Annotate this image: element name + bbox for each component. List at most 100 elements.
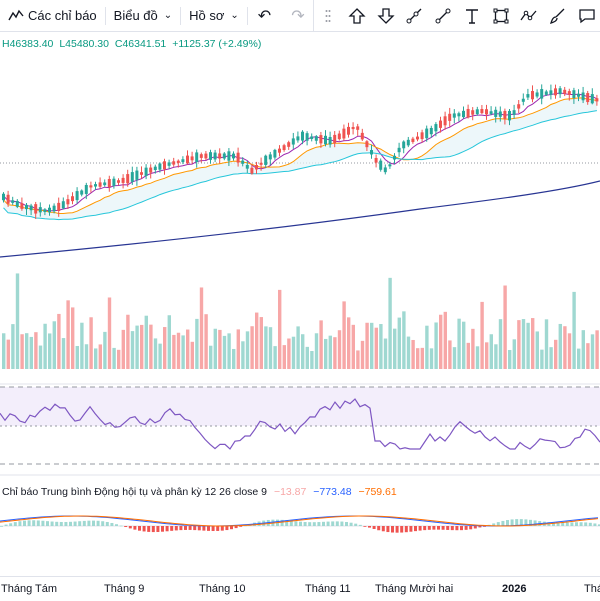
callout-tool[interactable] [572, 0, 600, 31]
macd-histogram-bar [450, 526, 454, 531]
volume-bar [540, 349, 544, 369]
candle-body [347, 126, 350, 135]
macd-histogram-bar [552, 522, 555, 526]
arrow-up-tool[interactable] [343, 0, 372, 31]
macd-histogram-bar [510, 519, 514, 526]
volume-bar [121, 329, 125, 369]
macd-histogram-bar [400, 526, 404, 533]
ohlc-legend: H46383.40 L45480.30 C46341.51 +1125.37 (… [2, 38, 264, 50]
drag-handle[interactable] [314, 0, 343, 31]
volume-bar [57, 313, 61, 369]
candle-body [98, 182, 102, 187]
arrow-down-tool[interactable] [371, 0, 400, 31]
macd-histogram-bar [455, 526, 459, 531]
chart-type-button[interactable]: Biểu đồ ⌄ [106, 0, 180, 31]
time-axis-label: 2026 [502, 583, 527, 595]
macd-histogram-bar [220, 526, 224, 531]
volume-bar [328, 335, 332, 369]
macd-histogram-bar [386, 526, 390, 533]
macd-histogram-bar [391, 526, 394, 533]
candle-body [466, 108, 470, 118]
candle-body [190, 156, 194, 161]
macd-histogram-bar [101, 521, 105, 526]
volume-bar [567, 333, 572, 369]
candle-body [540, 89, 544, 99]
candle-body [420, 132, 424, 140]
indicators-button[interactable]: Các chỉ báo [0, 0, 105, 31]
candle-body [365, 141, 369, 148]
volume-bar [232, 348, 236, 369]
macd-histogram-bar [115, 524, 118, 526]
macd-signal-value: −759.61 [358, 486, 397, 498]
candle-body [544, 91, 548, 95]
volume-bar [25, 333, 29, 369]
redo-button[interactable]: ↷ [281, 0, 314, 31]
macd-histogram-bar [0, 526, 3, 527]
candle-body [20, 203, 24, 209]
candle-body [526, 94, 530, 98]
volume-bar [287, 338, 291, 369]
candle-body [554, 88, 557, 96]
volume-bar [480, 301, 484, 369]
volume-bar [144, 315, 148, 369]
macd-histogram-bar [515, 519, 519, 526]
macd-histogram-bar [36, 520, 40, 526]
candle-body [236, 152, 240, 163]
macd-histogram-bar [414, 526, 417, 532]
candle-body [494, 109, 498, 117]
candle-body [457, 113, 461, 117]
volume-bar [250, 326, 254, 369]
undo-button[interactable]: ↶ [248, 0, 281, 31]
macd-histogram-bar [570, 522, 574, 526]
volume-bar [84, 344, 89, 369]
volume-bar [471, 328, 475, 369]
candle-body [590, 94, 594, 104]
volume-bar [291, 336, 296, 369]
candle-body [480, 108, 484, 114]
volume-bar [429, 348, 434, 369]
candle-body [34, 204, 38, 214]
path-tool[interactable] [515, 0, 544, 31]
candle-body [204, 153, 208, 159]
candle-body [512, 110, 516, 115]
trend-line-tool[interactable] [429, 0, 458, 31]
candle-body [374, 157, 378, 163]
macd-histogram-bar [322, 521, 325, 526]
macd-histogram-bar [207, 526, 210, 531]
macd-histogram-bar [561, 522, 565, 526]
rsi-line [0, 398, 600, 450]
volume-bar [48, 333, 52, 369]
volume-bar [163, 327, 167, 369]
volume-bar [462, 321, 466, 369]
ray-line-tool[interactable] [400, 0, 429, 31]
text-tool[interactable] [458, 0, 487, 31]
profile-button[interactable]: Hồ sơ ⌄ [181, 0, 247, 31]
candle-body [167, 162, 171, 166]
candle-body [71, 196, 74, 202]
volume-bar [434, 322, 438, 369]
time-axis[interactable]: Tháng Tám Tháng 9 Tháng 10 Tháng 11 Thán… [0, 576, 600, 601]
macd-histogram-bar [161, 526, 164, 532]
volume-bar [526, 322, 530, 369]
candle-body [563, 89, 567, 94]
candle-body [333, 134, 337, 144]
volume-bar [241, 341, 245, 369]
candle-body [6, 194, 10, 204]
brush-tool[interactable] [544, 0, 573, 31]
volume-bar [324, 338, 328, 369]
candle-body [241, 160, 245, 164]
volume-bar [535, 331, 539, 369]
rectangle-tool[interactable] [486, 0, 515, 31]
candle-body [250, 167, 254, 174]
candle-body [558, 88, 562, 95]
ma-slow-line [3, 110, 597, 221]
candle-body [351, 126, 355, 130]
macd-histogram-bar [184, 526, 187, 530]
macd-histogram-bar [588, 522, 592, 526]
chart-area[interactable] [0, 31, 600, 576]
macd-histogram-bar [96, 520, 100, 526]
candle-body [462, 110, 465, 118]
toolbar-divider [246, 6, 248, 25]
candle-body [291, 138, 295, 145]
macd-histogram-bar [230, 526, 233, 530]
